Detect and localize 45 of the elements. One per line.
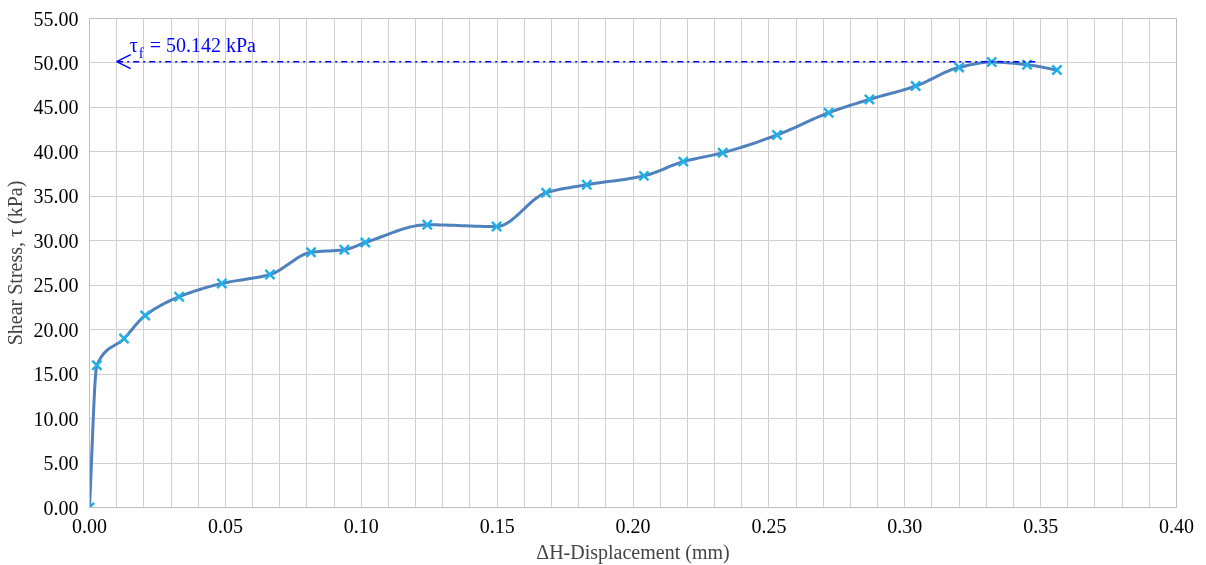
y-axis-title: Shear Stress, τ (kPa) xyxy=(3,180,27,346)
point xyxy=(540,186,552,199)
point xyxy=(216,277,228,290)
point xyxy=(118,332,130,345)
y-tick-label: 55.00 xyxy=(33,7,79,30)
y-tick-label: 40.00 xyxy=(33,140,79,163)
x-tick-label: 0.10 xyxy=(343,514,379,537)
point xyxy=(771,129,783,141)
y-tick-label: 10.00 xyxy=(33,407,79,430)
point xyxy=(359,236,372,249)
point xyxy=(716,146,729,159)
y-tick-label: 45.00 xyxy=(33,96,79,119)
point xyxy=(953,61,965,74)
y-tick-label: 25.00 xyxy=(33,274,79,297)
x-tick-label: 0.20 xyxy=(615,514,651,537)
point xyxy=(638,170,650,182)
point xyxy=(909,80,922,92)
point xyxy=(580,178,593,191)
point xyxy=(139,309,152,322)
point xyxy=(421,218,434,231)
point xyxy=(338,243,351,256)
x-tick-label: 0.25 xyxy=(751,514,787,537)
y-tick-label: 50.00 xyxy=(33,51,79,74)
point xyxy=(677,155,690,168)
point xyxy=(985,56,998,68)
x-tick-label: 0.35 xyxy=(1023,514,1059,537)
point xyxy=(1021,58,1033,71)
point xyxy=(305,246,317,259)
point xyxy=(490,220,503,233)
point xyxy=(1051,64,1063,76)
point xyxy=(822,106,835,119)
y-tick-label: 5.00 xyxy=(43,452,79,475)
point xyxy=(173,290,186,303)
x-tick-label: 0.15 xyxy=(479,514,515,537)
x-tick-label: 0.05 xyxy=(207,514,243,537)
x-tick-label: 0.40 xyxy=(1159,514,1194,537)
y-tick-label: 20.00 xyxy=(33,318,79,341)
x-tick-label: 0.30 xyxy=(887,514,923,537)
x-axis-title: ΔH-Displacement (mm) xyxy=(536,540,730,564)
y-tick-label: 35.00 xyxy=(33,185,79,208)
point xyxy=(264,268,276,281)
y-tick-label: 30.00 xyxy=(33,229,79,252)
point xyxy=(90,359,103,372)
point xyxy=(863,93,876,106)
y-tick-label: 15.00 xyxy=(33,363,79,386)
